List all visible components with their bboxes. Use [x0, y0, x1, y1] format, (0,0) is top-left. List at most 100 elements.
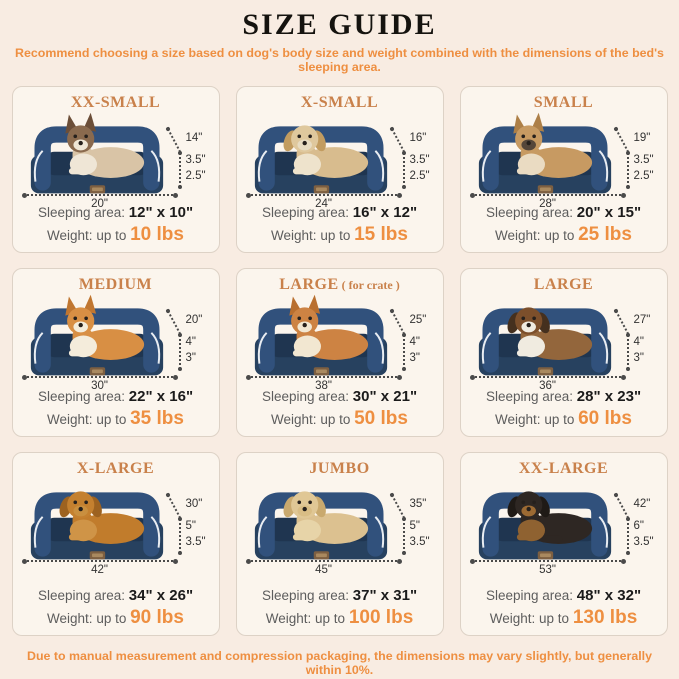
- sleeping-area-value: 28" x 23": [576, 388, 642, 405]
- bolster-height-label: 3.5": [185, 154, 206, 166]
- size-card: XX-LARGE 42" 6" 3.5" 53" Slee: [459, 452, 668, 636]
- width-dimension-line: [469, 558, 626, 564]
- weight-line: Weight: up to 50 lbs: [242, 408, 438, 430]
- base-height-label: 2.5": [185, 170, 206, 182]
- up-to-label: up to: [539, 611, 570, 626]
- page-disclaimer: Due to manual measurement and compressio…: [27, 649, 652, 677]
- size-card-title: XX-LARGE: [466, 458, 662, 478]
- sleeping-area-value: 20" x 15": [576, 204, 642, 221]
- up-to-label: up to: [320, 228, 351, 243]
- width-dimension-label: 45": [315, 564, 332, 576]
- weight-line: Weight: up to 15 lbs: [242, 224, 438, 246]
- up-to-label: up to: [320, 412, 351, 427]
- sleeping-area-label: Sleeping area:: [37, 205, 126, 220]
- weight-label: Weight:: [271, 228, 317, 243]
- height-dimension-line: [625, 517, 630, 555]
- sleeping-area-value: 48" x 32": [576, 587, 642, 604]
- bed-figure: 16" 3.5" 2.5" 24": [242, 110, 438, 210]
- height-dimension-line: [625, 333, 630, 371]
- max-weight-value: 100 lbs: [348, 607, 414, 628]
- weight-label: Weight:: [495, 412, 541, 427]
- weight-label: Weight:: [489, 611, 536, 626]
- bed-illustration: [244, 292, 398, 379]
- width-dimension-line: [245, 558, 402, 564]
- weight-label: Weight:: [265, 611, 312, 626]
- depth-dimension-label: 42": [633, 498, 651, 510]
- base-height-label: 3.5": [185, 536, 206, 548]
- depth-dimension-label: 14": [185, 132, 203, 144]
- height-dimension-line: [625, 151, 630, 189]
- up-to-label: up to: [544, 412, 575, 427]
- size-card: MEDIUM 20" 4" 3" 30" Sleeping: [11, 268, 220, 437]
- bed-illustration: [20, 292, 174, 379]
- weight-line: Weight: up to 10 lbs: [18, 224, 214, 246]
- sleeping-area-line: Sleeping area: 20" x 15": [466, 204, 662, 221]
- size-card-title: XX-SMALL: [18, 92, 214, 112]
- max-weight-value: 50 lbs: [354, 408, 408, 429]
- width-dimension-line: [469, 192, 626, 198]
- bed-figure: 25" 4" 3" 38": [242, 292, 438, 392]
- max-weight-value: 15 lbs: [354, 224, 408, 245]
- sleeping-area-value: 22" x 16": [128, 388, 194, 405]
- sleeping-area-label: Sleeping area:: [485, 205, 574, 220]
- size-card-title: MEDIUM: [18, 274, 214, 294]
- bolster-height-label: 5": [185, 520, 196, 532]
- bed-figure: 35" 5" 3.5" 45": [242, 478, 438, 587]
- width-dimension-line: [245, 192, 402, 198]
- bolster-height-label: 5": [409, 520, 420, 532]
- size-name: XX-SMALL: [70, 94, 161, 111]
- bed-figure: 19" 3.5" 2.5" 28": [466, 112, 662, 210]
- base-height-label: 3": [409, 352, 420, 364]
- max-weight-value: 25 lbs: [578, 224, 632, 245]
- bed-figure: 27" 4" 3" 36": [466, 294, 662, 392]
- sleeping-area-line: Sleeping area: 12" x 10": [18, 204, 214, 221]
- sleeping-area-value: 12" x 10": [128, 204, 194, 221]
- up-to-label: up to: [96, 412, 127, 427]
- size-card-title: JUMBO: [242, 458, 438, 478]
- base-height-label: 3.5": [409, 536, 430, 548]
- weight-label: Weight:: [495, 228, 541, 243]
- width-dimension-line: [469, 374, 626, 380]
- height-dimension-line: [401, 333, 406, 371]
- depth-dimension-label: 30": [185, 498, 203, 510]
- sleeping-area-label: Sleeping area:: [37, 389, 126, 404]
- width-dimension-label: 20": [91, 198, 108, 210]
- bed-figure: 42" 6" 3.5" 53": [466, 478, 662, 587]
- bed-illustration: [244, 110, 398, 197]
- width-dimension-line: [245, 374, 402, 380]
- sleeping-area-line: Sleeping area: 37" x 31": [242, 587, 438, 604]
- weight-line: Weight: up to 35 lbs: [18, 408, 214, 430]
- sleeping-area-line: Sleeping area: 30" x 21": [242, 388, 438, 405]
- size-name: XX-LARGE: [518, 460, 609, 477]
- height-dimension-line: [177, 517, 182, 555]
- height-dimension-line: [401, 151, 406, 189]
- weight-label: Weight:: [47, 611, 93, 626]
- size-card: X-LARGE 30" 5" 3.5" 42" Sleep: [11, 452, 220, 636]
- up-to-label: up to: [544, 228, 575, 243]
- size-card-title: LARGE: [466, 274, 662, 294]
- sleeping-area-line: Sleeping area: 28" x 23": [466, 388, 662, 405]
- sleeping-area-line: Sleeping area: 34" x 26": [18, 587, 214, 604]
- weight-line: Weight: up to 130 lbs: [466, 607, 662, 629]
- size-name: X-SMALL: [300, 94, 379, 111]
- size-name: JUMBO: [309, 460, 370, 477]
- size-name: LARGE: [533, 276, 594, 293]
- sleeping-area-value: 34" x 26": [128, 587, 194, 604]
- sleeping-area-line: Sleeping area: 16" x 12": [242, 204, 438, 221]
- max-weight-value: 35 lbs: [130, 408, 184, 429]
- sleeping-area-label: Sleeping area:: [261, 389, 350, 404]
- bolster-height-label: 4": [409, 336, 420, 348]
- size-name: X-LARGE: [76, 460, 155, 477]
- size-card: LARGE ( for crate ) 25" 4" 3" 38": [235, 268, 444, 437]
- width-dimension-label: 38": [315, 380, 332, 392]
- weight-label: Weight:: [47, 228, 93, 243]
- weight-line: Weight: up to 100 lbs: [242, 607, 438, 629]
- base-height-label: 3.5": [633, 536, 654, 548]
- max-weight-value: 130 lbs: [572, 607, 638, 628]
- bolster-height-label: 3.5": [409, 154, 430, 166]
- weight-line: Weight: up to 25 lbs: [466, 224, 662, 246]
- page-subtitle: Recommend choosing a size based on dog's…: [15, 46, 664, 74]
- page-title: SIZE GUIDE: [242, 8, 437, 41]
- base-height-label: 2.5": [409, 170, 430, 182]
